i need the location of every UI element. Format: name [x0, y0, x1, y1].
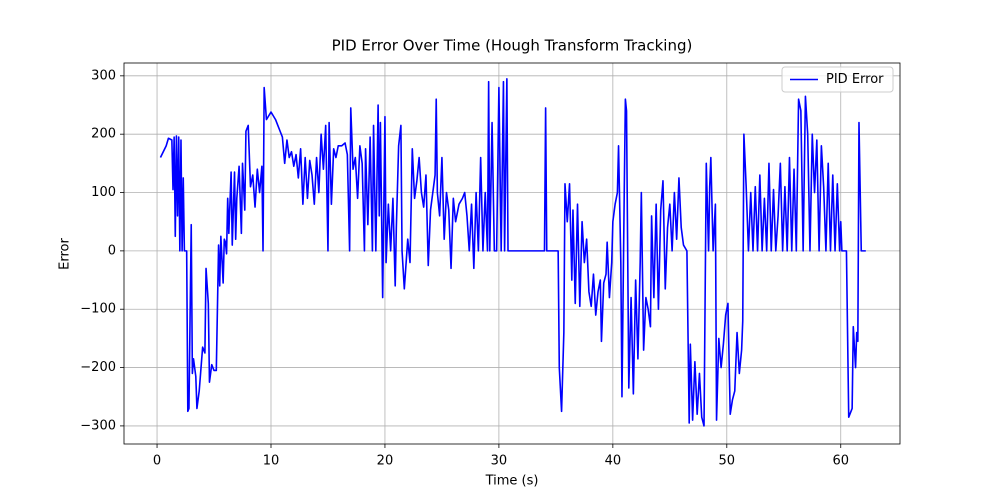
legend-box [781, 66, 894, 93]
y-tick-label: −100 [80, 302, 116, 317]
chart-title: PID Error Over Time (Hough Transform Tra… [332, 37, 693, 55]
legend-label: PID Error [826, 72, 884, 87]
plot-frame [123, 62, 901, 445]
x-tick-label: 30 [491, 454, 508, 469]
x-tick-label: 60 [832, 454, 849, 469]
y-axis-label: Error [58, 238, 73, 270]
x-tick-label: 10 [263, 454, 280, 469]
y-tick-label: 200 [91, 127, 116, 142]
y-tick-label: 0 [108, 243, 116, 258]
x-tick-label: 0 [153, 454, 161, 469]
y-tick-label: 100 [91, 185, 116, 200]
x-tick-label: 20 [377, 454, 394, 469]
x-axis-label: Time (s) [485, 474, 539, 489]
x-tick-label: 40 [605, 454, 622, 469]
y-tick-label: 300 [91, 68, 116, 83]
y-tick-label: −300 [80, 418, 116, 433]
x-tick-label: 50 [719, 454, 736, 469]
y-tick-label: −200 [80, 360, 116, 375]
data-line [159, 77, 866, 427]
